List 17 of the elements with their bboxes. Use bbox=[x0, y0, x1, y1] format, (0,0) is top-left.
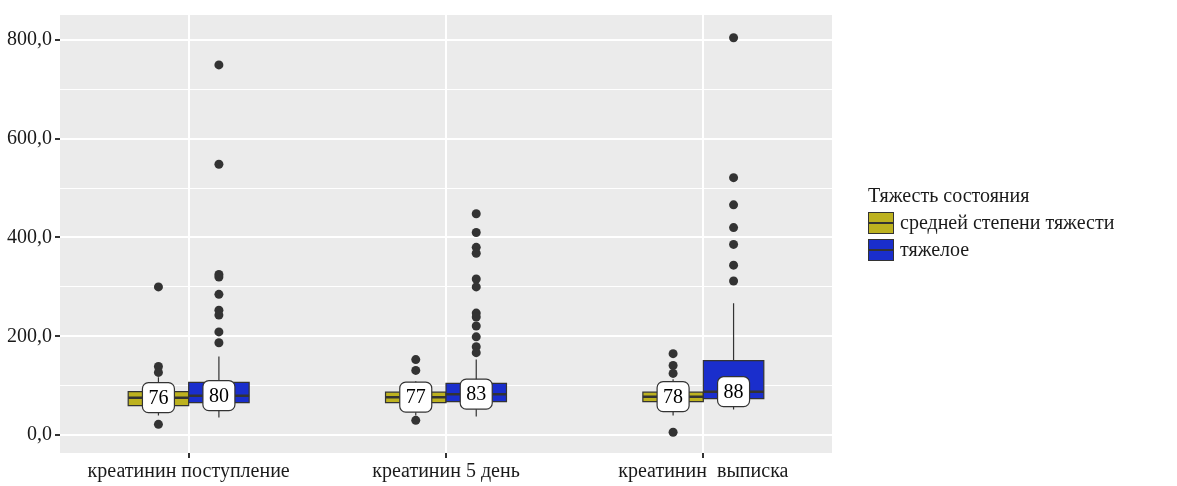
x-tick-label: креатинин 5 день bbox=[372, 459, 520, 483]
x-tick-label: креатинин выписка bbox=[618, 459, 789, 483]
text: 76 bbox=[148, 385, 169, 408]
y-tick-label: 600,0 bbox=[7, 125, 52, 148]
text: 77 bbox=[405, 385, 426, 408]
y-tick-label: 400,0 bbox=[7, 224, 52, 247]
legend-label: тяжелое bbox=[900, 238, 970, 261]
y-tick-label: 0,0 bbox=[27, 422, 52, 445]
text: 83 bbox=[466, 382, 487, 405]
text: 88 bbox=[723, 379, 744, 402]
text: 78 bbox=[663, 384, 684, 407]
x-tick-label: креатинин поступление bbox=[87, 459, 290, 483]
legend-label: средней степени тяжести bbox=[900, 211, 1115, 234]
legend-title: Тяжесть состояния bbox=[868, 184, 1031, 207]
text: 80 bbox=[208, 383, 229, 406]
y-tick-label: 800,0 bbox=[7, 26, 52, 49]
y-tick-label: 200,0 bbox=[7, 323, 52, 346]
